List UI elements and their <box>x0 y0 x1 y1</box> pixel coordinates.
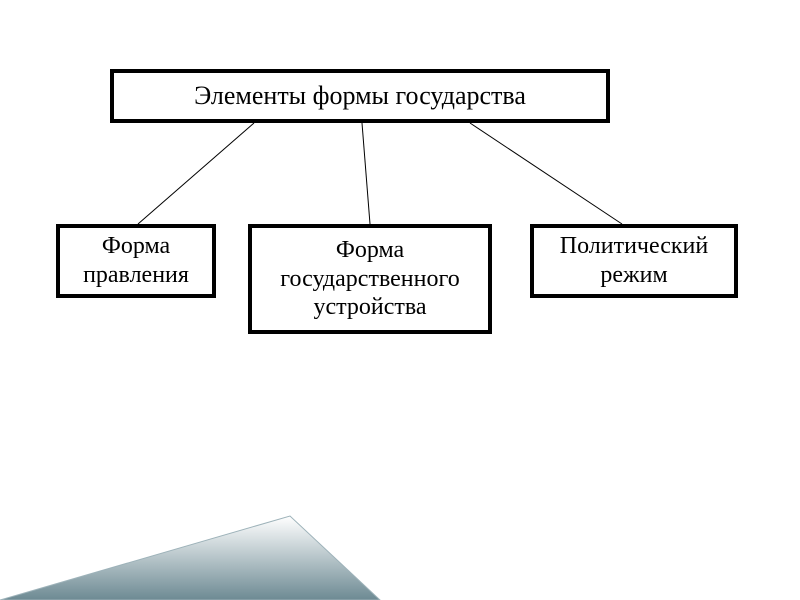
root-node-label: Элементы формы государства <box>194 80 526 111</box>
diagram-canvas: Элементы формы государства Форма правлен… <box>0 0 800 600</box>
child-node-2-label: Форма государственного устройства <box>252 236 488 322</box>
edge-line <box>138 123 254 224</box>
child-node-3-label: Политический режим <box>534 232 734 290</box>
child-node-2: Форма государственного устройства <box>248 224 492 334</box>
edge-line <box>470 123 622 224</box>
root-node: Элементы формы государства <box>110 69 610 123</box>
edge-line <box>362 123 370 224</box>
child-node-3: Политический режим <box>530 224 738 298</box>
child-node-1: Форма правления <box>56 224 216 298</box>
child-node-1-label: Форма правления <box>60 232 212 290</box>
